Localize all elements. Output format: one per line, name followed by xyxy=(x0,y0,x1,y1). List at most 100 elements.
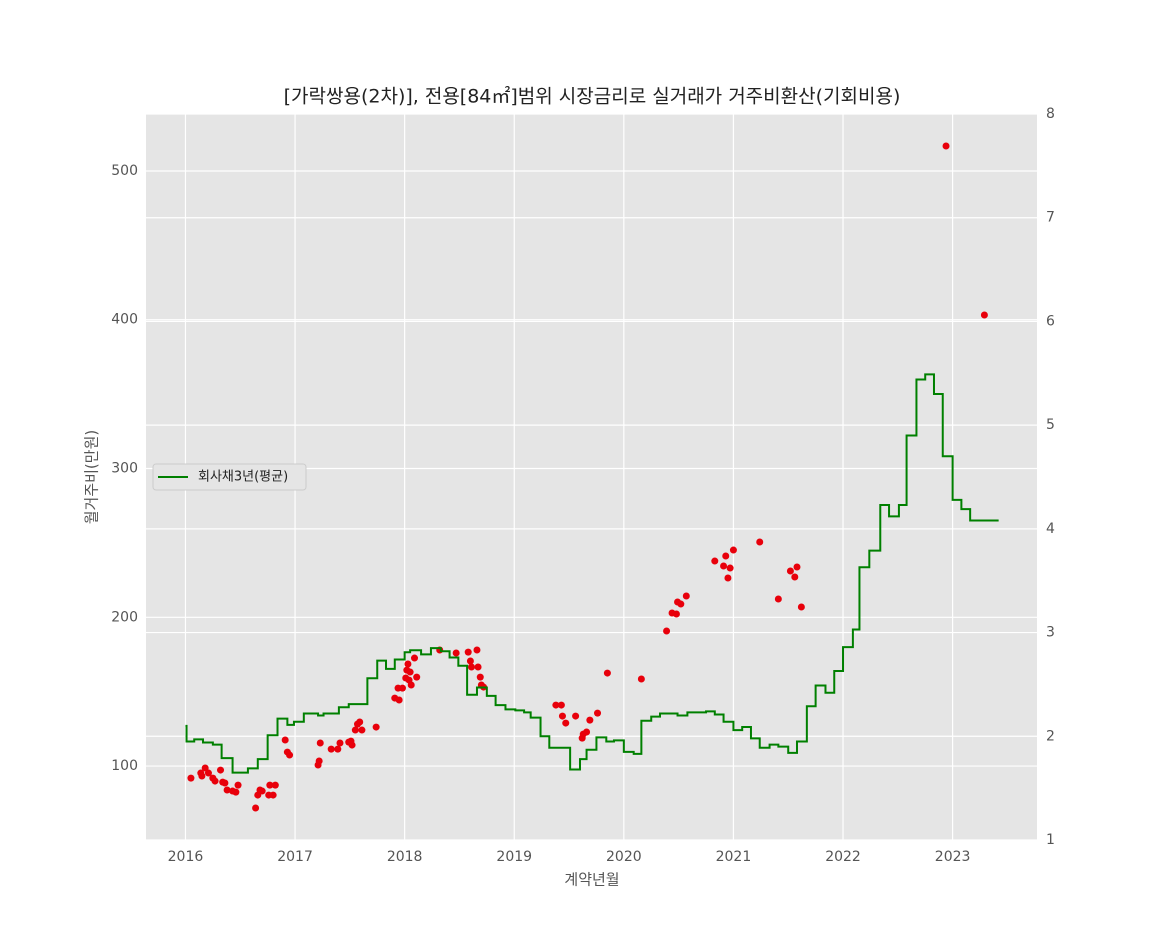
scatter-point xyxy=(586,716,594,724)
y2-tick-label: 3 xyxy=(1046,625,1055,641)
scatter-point xyxy=(372,723,380,731)
y2-tick-label: 8 xyxy=(1046,106,1055,122)
scatter-point xyxy=(980,311,988,319)
scatter-point xyxy=(187,774,195,782)
legend-box xyxy=(152,463,307,491)
y2-tick-label: 2 xyxy=(1046,728,1055,744)
scatter-point xyxy=(232,788,240,796)
y2-tick-label: 6 xyxy=(1046,313,1055,329)
x-tick-label: 2016 xyxy=(168,849,204,865)
scatter-point xyxy=(286,751,294,759)
scatter-point xyxy=(413,673,421,681)
scatter-point xyxy=(756,538,764,546)
scatter-point xyxy=(677,600,685,608)
scatter-point xyxy=(557,701,565,709)
scatter-point xyxy=(269,791,277,799)
scatter-point xyxy=(603,669,611,677)
scatter-point xyxy=(204,769,212,777)
scatter-point xyxy=(404,660,412,668)
scatter-point xyxy=(474,663,482,671)
scatter-point xyxy=(558,712,566,720)
scatter-point xyxy=(791,573,799,581)
x-tick-label: 2021 xyxy=(716,849,752,865)
marks xyxy=(185,142,999,812)
scatter-point xyxy=(407,681,415,689)
legend-label: 회사채3년(평균) xyxy=(198,470,288,485)
y-axis-label: 월거주비(만원) xyxy=(83,430,101,525)
scatter-point xyxy=(252,804,260,812)
step-line xyxy=(185,373,999,774)
scatter-point xyxy=(336,739,344,747)
y-tick-label: 500 xyxy=(111,163,138,179)
scatter-point xyxy=(223,786,231,794)
x-axis-label: 계약년월 xyxy=(564,871,619,889)
scatter-point xyxy=(356,718,364,726)
scatter-point xyxy=(594,709,602,717)
scatter-point xyxy=(552,701,560,709)
scatter-point xyxy=(327,745,335,753)
scatter-point xyxy=(663,627,671,635)
scatter-point xyxy=(466,657,474,665)
y-tick-label: 400 xyxy=(111,312,138,328)
scatter-point xyxy=(217,766,225,774)
x-tick-label: 2019 xyxy=(496,849,532,865)
y2-tick-label: 1 xyxy=(1046,832,1055,848)
y2-tick-label: 4 xyxy=(1046,521,1055,537)
scatter-point xyxy=(464,648,472,656)
scatter-point xyxy=(793,563,801,571)
scatter-point xyxy=(258,787,266,795)
scatter-point xyxy=(722,552,730,560)
scatter-point xyxy=(201,764,209,772)
scatter-point xyxy=(720,562,728,570)
x-tick-label: 2018 xyxy=(387,849,423,865)
legend: 회사채3년(평균) xyxy=(152,463,307,491)
scatter-point xyxy=(672,610,680,618)
scatter-point xyxy=(797,603,805,611)
y2-tick-label: 7 xyxy=(1046,210,1055,226)
x-tick-label: 2017 xyxy=(277,849,313,865)
scatter-point xyxy=(358,726,366,734)
scatter-point xyxy=(398,684,406,692)
scatter-point xyxy=(334,745,342,753)
scatter-point xyxy=(724,574,732,582)
x-tick-label: 2023 xyxy=(935,849,971,865)
scatter-point xyxy=(637,675,645,683)
scatter-point xyxy=(351,726,359,734)
scatter-point xyxy=(348,741,356,749)
scatter-point xyxy=(395,696,403,704)
scatter-point xyxy=(234,781,242,789)
y2-tick-label: 5 xyxy=(1046,417,1055,433)
x-tick-label: 2022 xyxy=(825,849,861,865)
scatter-point xyxy=(198,772,206,780)
y-tick-label: 100 xyxy=(111,758,138,774)
scatter-point xyxy=(774,595,782,603)
scatter-point xyxy=(452,649,460,657)
scatter-point xyxy=(221,779,229,787)
scatter-point xyxy=(315,757,323,765)
scatter-point xyxy=(271,781,279,789)
scatter-point xyxy=(726,564,734,572)
scatter-point xyxy=(473,646,481,654)
grid xyxy=(146,113,1037,841)
scatter-point xyxy=(942,142,950,150)
scatter-point xyxy=(406,668,414,676)
x-tick-label: 2020 xyxy=(606,849,642,865)
scatter-point xyxy=(316,739,324,747)
scatter-point xyxy=(572,712,580,720)
scatter-point xyxy=(711,557,719,565)
y-tick-label: 300 xyxy=(111,461,138,477)
scatter-point xyxy=(281,736,289,744)
scatter-point xyxy=(476,673,484,681)
scatter-point xyxy=(562,719,570,727)
chart-title: [가락쌍용(2차)], 전용[84㎡]범위 시장금리로 실거래가 거주비환산(기… xyxy=(284,85,901,108)
y-tick-label: 200 xyxy=(111,609,138,625)
scatter-point xyxy=(682,592,690,600)
scatter-point xyxy=(266,781,274,789)
scatter-point xyxy=(729,546,737,554)
scatter-point xyxy=(786,567,794,575)
scatter-point xyxy=(467,663,475,671)
scatter-point xyxy=(211,777,219,785)
scatter-point xyxy=(411,654,419,662)
scatter-point xyxy=(583,728,591,736)
